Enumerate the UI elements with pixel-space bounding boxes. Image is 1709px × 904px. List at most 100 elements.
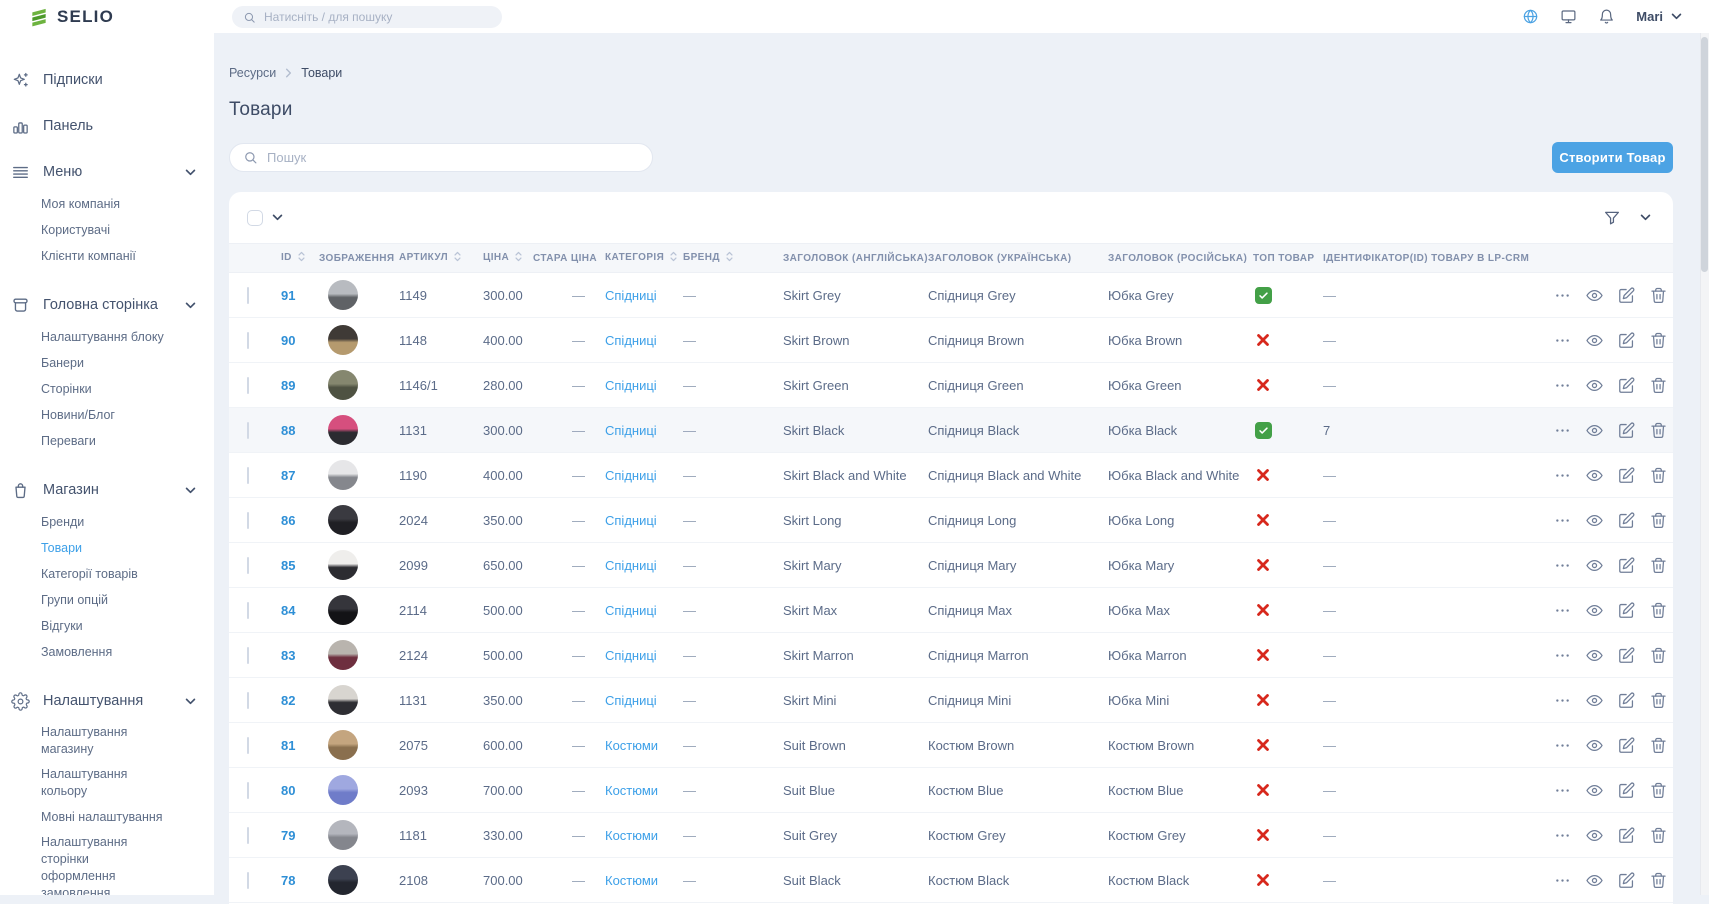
sidebar-subitem-active[interactable]: Товари (41, 540, 82, 555)
product-id-link[interactable]: 89 (281, 377, 296, 393)
row-view-button[interactable] (1585, 736, 1604, 755)
row-checkbox[interactable] (247, 466, 249, 484)
product-category-link[interactable]: Спідниці (605, 647, 657, 663)
row-more-button[interactable] (1553, 871, 1572, 890)
sidebar-subitem[interactable]: Мовні налаштування (41, 809, 163, 824)
product-id-link[interactable]: 85 (281, 557, 296, 573)
product-id-link[interactable]: 82 (281, 692, 296, 708)
product-category-link[interactable]: Спідниці (605, 512, 657, 528)
product-category-link[interactable]: Костюми (605, 872, 659, 888)
row-view-button[interactable] (1585, 781, 1604, 800)
product-category-link[interactable]: Спідниці (605, 422, 657, 438)
product-category-link[interactable]: Спідниці (605, 377, 657, 393)
user-menu[interactable]: Mari (1636, 9, 1682, 24)
bell-icon[interactable] (1598, 8, 1615, 25)
sidebar-subitem[interactable]: Замовлення (41, 644, 113, 659)
row-more-button[interactable] (1553, 646, 1572, 665)
column-header[interactable]: КАТЕГОРІЯ (597, 243, 677, 273)
create-product-button[interactable]: Створити Товар (1552, 142, 1673, 173)
product-category-link[interactable]: Спідниці (605, 557, 657, 573)
row-more-button[interactable] (1553, 466, 1572, 485)
sidebar-subitem[interactable]: Групи опцій (41, 592, 108, 607)
product-category-link[interactable]: Костюми (605, 737, 659, 753)
row-edit-button[interactable] (1617, 646, 1636, 665)
row-more-button[interactable] (1553, 691, 1572, 710)
sidebar-item-settings[interactable]: Налаштування (0, 682, 214, 720)
row-edit-button[interactable] (1617, 331, 1636, 350)
row-view-button[interactable] (1585, 421, 1604, 440)
row-checkbox[interactable] (247, 601, 249, 619)
sidebar-subitem[interactable]: Користувачі (41, 222, 111, 237)
row-delete-button[interactable] (1649, 556, 1668, 575)
row-checkbox[interactable] (247, 421, 249, 439)
row-edit-button[interactable] (1617, 691, 1636, 710)
sidebar-subitem[interactable]: Банери (41, 355, 84, 370)
row-edit-button[interactable] (1617, 556, 1636, 575)
sidebar-item-dashboard[interactable]: Панель (0, 107, 214, 145)
row-checkbox[interactable] (247, 511, 249, 529)
row-checkbox[interactable] (247, 286, 249, 304)
row-checkbox[interactable] (247, 826, 249, 844)
sidebar-subitem[interactable]: Моя компанія (41, 196, 121, 211)
row-view-button[interactable] (1585, 691, 1604, 710)
sidebar-subitem[interactable]: Сторінки (41, 381, 92, 396)
row-checkbox[interactable] (247, 646, 249, 664)
product-id-link[interactable]: 90 (281, 332, 296, 348)
page-scrollbar-thumb[interactable] (1701, 37, 1708, 272)
select-all-checkbox[interactable] (247, 209, 263, 226)
row-delete-button[interactable] (1649, 601, 1668, 620)
product-id-link[interactable]: 81 (281, 737, 296, 753)
sidebar-subitem[interactable]: Клієнти компанії (41, 248, 136, 263)
row-more-button[interactable] (1553, 556, 1572, 575)
row-edit-button[interactable] (1617, 826, 1636, 845)
table-search[interactable] (229, 143, 653, 172)
row-edit-button[interactable] (1617, 781, 1636, 800)
row-checkbox[interactable] (247, 331, 249, 349)
sidebar-subitem[interactable]: Налаштування магазину (41, 725, 128, 756)
row-view-button[interactable] (1585, 286, 1604, 305)
row-view-button[interactable] (1585, 556, 1604, 575)
row-more-button[interactable] (1553, 736, 1572, 755)
row-edit-button[interactable] (1617, 376, 1636, 395)
product-category-link[interactable]: Костюми (605, 827, 659, 843)
row-view-button[interactable] (1585, 376, 1604, 395)
column-header[interactable]: ID (267, 243, 311, 273)
row-checkbox[interactable] (247, 736, 249, 754)
row-edit-button[interactable] (1617, 286, 1636, 305)
row-delete-button[interactable] (1649, 331, 1668, 350)
product-id-link[interactable]: 80 (281, 782, 296, 798)
filter-button[interactable] (1603, 209, 1651, 227)
row-edit-button[interactable] (1617, 511, 1636, 530)
global-search-input[interactable] (264, 10, 491, 24)
row-delete-button[interactable] (1649, 691, 1668, 710)
product-id-link[interactable]: 84 (281, 602, 296, 618)
globe-icon[interactable] (1522, 8, 1539, 25)
product-id-link[interactable]: 83 (281, 647, 296, 663)
row-more-button[interactable] (1553, 511, 1572, 530)
sidebar-item-home-page[interactable]: Головна сторінка (0, 286, 214, 324)
sidebar-subitem[interactable]: Налаштування кольору (41, 767, 128, 798)
sidebar-item-subscriptions[interactable]: Підписки (0, 61, 214, 99)
row-more-button[interactable] (1553, 286, 1572, 305)
column-header[interactable]: АРТИКУЛ (391, 243, 475, 273)
product-category-link[interactable]: Спідниці (605, 467, 657, 483)
row-view-button[interactable] (1585, 331, 1604, 350)
product-category-link[interactable]: Спідниці (605, 692, 657, 708)
row-view-button[interactable] (1585, 646, 1604, 665)
row-delete-button[interactable] (1649, 871, 1668, 890)
sidebar-item-shop[interactable]: Магазин (0, 471, 214, 509)
row-delete-button[interactable] (1649, 511, 1668, 530)
monitor-icon[interactable] (1560, 8, 1577, 25)
row-checkbox[interactable] (247, 781, 249, 799)
row-more-button[interactable] (1553, 781, 1572, 800)
row-checkbox[interactable] (247, 871, 249, 889)
row-view-button[interactable] (1585, 871, 1604, 890)
product-id-link[interactable]: 79 (281, 827, 296, 843)
row-checkbox[interactable] (247, 691, 249, 709)
global-search[interactable] (232, 6, 502, 28)
row-checkbox[interactable] (247, 556, 249, 574)
row-delete-button[interactable] (1649, 736, 1668, 755)
product-category-link[interactable]: Спідниці (605, 332, 657, 348)
column-header[interactable]: ЦІНА (475, 243, 529, 273)
row-edit-button[interactable] (1617, 601, 1636, 620)
